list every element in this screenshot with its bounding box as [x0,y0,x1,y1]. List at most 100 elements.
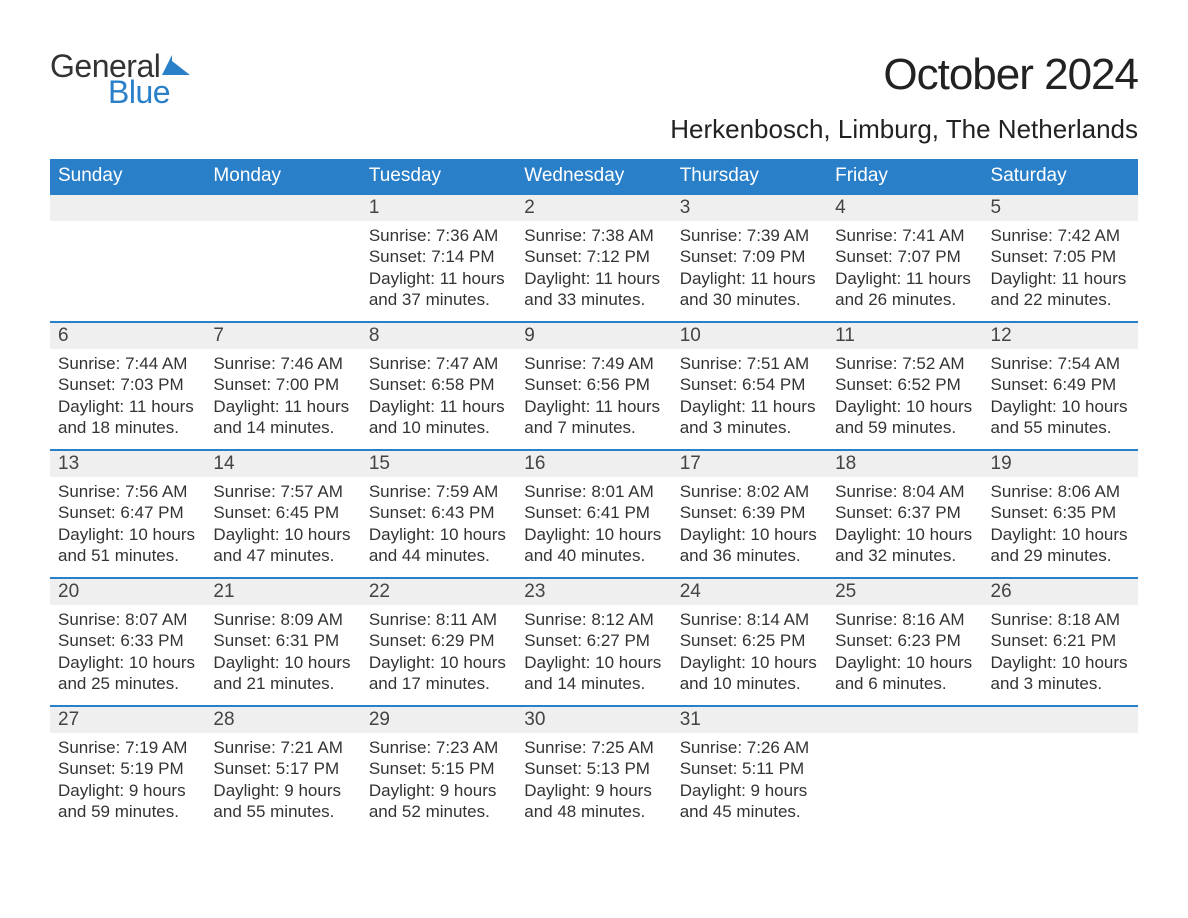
day-details: Sunrise: 8:01 AMSunset: 6:41 PMDaylight:… [516,477,671,566]
daylight-text-line2: and 3 minutes. [680,417,819,438]
sunset-text: Sunset: 6:43 PM [369,502,508,523]
sunrise-text: Sunrise: 7:25 AM [524,737,663,758]
daylight-text-line2: and 3 minutes. [991,673,1130,694]
day-header: Tuesday [361,159,516,193]
daylight-text-line2: and 55 minutes. [991,417,1130,438]
day-number: 27 [50,705,205,733]
day-number: 14 [205,449,360,477]
daylight-text-line1: Daylight: 10 hours [680,524,819,545]
daylight-text-line1: Daylight: 11 hours [58,396,197,417]
day-number: 11 [827,321,982,349]
day-number: 4 [827,193,982,221]
day-number: 25 [827,577,982,605]
day-details: Sunrise: 7:41 AMSunset: 7:07 PMDaylight:… [827,221,982,310]
sunrise-text: Sunrise: 7:52 AM [835,353,974,374]
daylight-text-line1: Daylight: 9 hours [58,780,197,801]
sunset-text: Sunset: 6:45 PM [213,502,352,523]
day-header: Monday [205,159,360,193]
day-header: Saturday [983,159,1138,193]
day-number-empty [205,193,360,221]
sunrise-text: Sunrise: 7:38 AM [524,225,663,246]
sunrise-text: Sunrise: 7:39 AM [680,225,819,246]
daylight-text-line1: Daylight: 9 hours [524,780,663,801]
sunrise-text: Sunrise: 7:51 AM [680,353,819,374]
sunset-text: Sunset: 6:54 PM [680,374,819,395]
daylight-text-line1: Daylight: 11 hours [680,268,819,289]
calendar-cell [983,705,1138,833]
calendar-header-row: SundayMondayTuesdayWednesdayThursdayFrid… [50,159,1138,193]
day-details: Sunrise: 7:52 AMSunset: 6:52 PMDaylight:… [827,349,982,438]
sunrise-text: Sunrise: 7:59 AM [369,481,508,502]
daylight-text-line2: and 10 minutes. [369,417,508,438]
logo-word-blue: Blue [108,76,192,108]
sunrise-text: Sunrise: 7:44 AM [58,353,197,374]
day-details: Sunrise: 8:11 AMSunset: 6:29 PMDaylight:… [361,605,516,694]
day-details: Sunrise: 7:57 AMSunset: 6:45 PMDaylight:… [205,477,360,566]
day-number-empty [827,705,982,733]
sunset-text: Sunset: 7:14 PM [369,246,508,267]
day-details: Sunrise: 7:36 AMSunset: 7:14 PMDaylight:… [361,221,516,310]
sunset-text: Sunset: 6:23 PM [835,630,974,651]
calendar-cell: 25Sunrise: 8:16 AMSunset: 6:23 PMDayligh… [827,577,982,705]
day-number: 26 [983,577,1138,605]
day-number: 17 [672,449,827,477]
calendar-body: 1Sunrise: 7:36 AMSunset: 7:14 PMDaylight… [50,193,1138,833]
day-number: 3 [672,193,827,221]
daylight-text-line1: Daylight: 10 hours [213,652,352,673]
sunrise-text: Sunrise: 7:42 AM [991,225,1130,246]
logo: General Blue [50,50,192,108]
calendar-cell: 19Sunrise: 8:06 AMSunset: 6:35 PMDayligh… [983,449,1138,577]
day-number: 9 [516,321,671,349]
calendar-cell: 5Sunrise: 7:42 AMSunset: 7:05 PMDaylight… [983,193,1138,321]
day-number: 1 [361,193,516,221]
daylight-text-line1: Daylight: 10 hours [991,652,1130,673]
day-number: 22 [361,577,516,605]
daylight-text-line2: and 51 minutes. [58,545,197,566]
sunset-text: Sunset: 7:00 PM [213,374,352,395]
daylight-text-line2: and 45 minutes. [680,801,819,822]
day-details: Sunrise: 8:16 AMSunset: 6:23 PMDaylight:… [827,605,982,694]
sunset-text: Sunset: 6:47 PM [58,502,197,523]
day-details: Sunrise: 8:18 AMSunset: 6:21 PMDaylight:… [983,605,1138,694]
daylight-text-line1: Daylight: 10 hours [58,652,197,673]
daylight-text-line1: Daylight: 10 hours [213,524,352,545]
sunset-text: Sunset: 5:15 PM [369,758,508,779]
sunset-text: Sunset: 6:31 PM [213,630,352,651]
daylight-text-line2: and 55 minutes. [213,801,352,822]
sunrise-text: Sunrise: 8:01 AM [524,481,663,502]
sunset-text: Sunset: 7:09 PM [680,246,819,267]
daylight-text-line1: Daylight: 10 hours [991,396,1130,417]
calendar-cell: 29Sunrise: 7:23 AMSunset: 5:15 PMDayligh… [361,705,516,833]
daylight-text-line2: and 37 minutes. [369,289,508,310]
sunrise-text: Sunrise: 8:16 AM [835,609,974,630]
calendar-cell: 12Sunrise: 7:54 AMSunset: 6:49 PMDayligh… [983,321,1138,449]
daylight-text-line2: and 52 minutes. [369,801,508,822]
day-number: 7 [205,321,360,349]
day-number: 12 [983,321,1138,349]
title-block: October 2024 Herkenbosch, Limburg, The N… [670,50,1138,145]
day-details: Sunrise: 7:19 AMSunset: 5:19 PMDaylight:… [50,733,205,822]
day-number: 8 [361,321,516,349]
sunset-text: Sunset: 5:13 PM [524,758,663,779]
calendar-cell: 23Sunrise: 8:12 AMSunset: 6:27 PMDayligh… [516,577,671,705]
daylight-text-line1: Daylight: 11 hours [524,396,663,417]
calendar-cell: 18Sunrise: 8:04 AMSunset: 6:37 PMDayligh… [827,449,982,577]
calendar-cell: 2Sunrise: 7:38 AMSunset: 7:12 PMDaylight… [516,193,671,321]
daylight-text-line1: Daylight: 10 hours [369,652,508,673]
daylight-text-line2: and 33 minutes. [524,289,663,310]
daylight-text-line2: and 14 minutes. [524,673,663,694]
day-number-empty [50,193,205,221]
month-title: October 2024 [670,50,1138,100]
sunrise-text: Sunrise: 8:09 AM [213,609,352,630]
calendar-cell: 17Sunrise: 8:02 AMSunset: 6:39 PMDayligh… [672,449,827,577]
sunrise-text: Sunrise: 7:23 AM [369,737,508,758]
sunset-text: Sunset: 7:03 PM [58,374,197,395]
sunrise-text: Sunrise: 8:06 AM [991,481,1130,502]
sunset-text: Sunset: 7:05 PM [991,246,1130,267]
daylight-text-line1: Daylight: 9 hours [213,780,352,801]
calendar-cell: 1Sunrise: 7:36 AMSunset: 7:14 PMDaylight… [361,193,516,321]
day-number: 21 [205,577,360,605]
day-details: Sunrise: 8:06 AMSunset: 6:35 PMDaylight:… [983,477,1138,566]
daylight-text-line2: and 59 minutes. [835,417,974,438]
day-header: Wednesday [516,159,671,193]
